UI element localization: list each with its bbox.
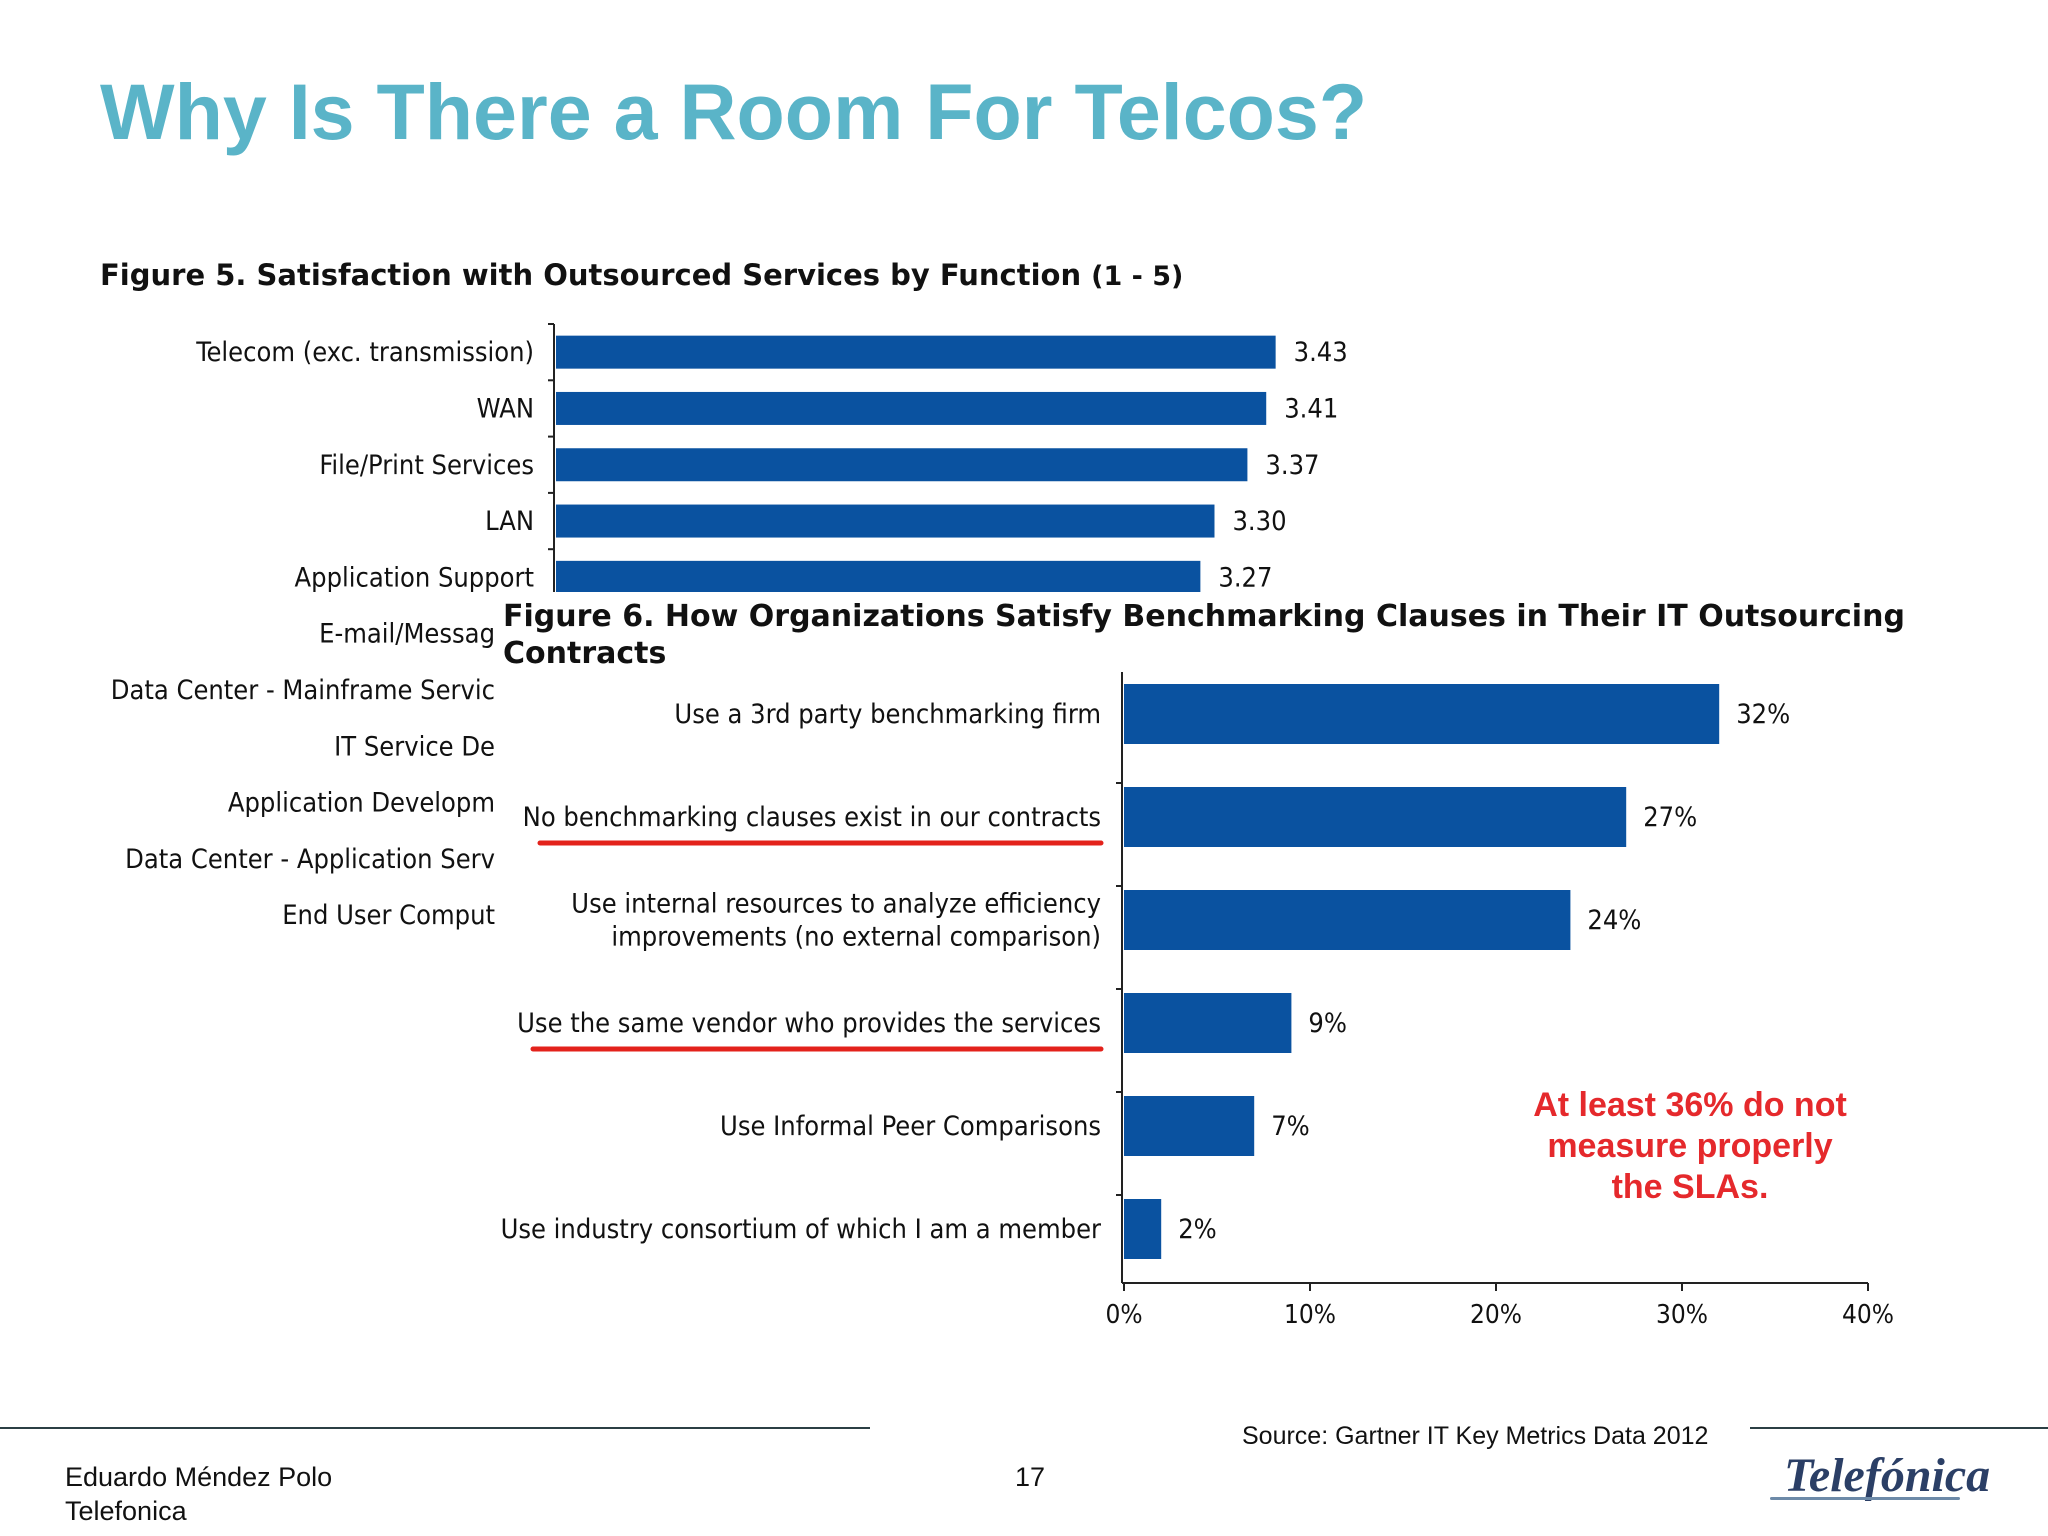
figure-5-category-label: LAN xyxy=(485,506,534,537)
figure-6-title: Figure 6. How Organizations Satisfy Benc… xyxy=(503,598,1905,672)
telefonica-logo: Telefónica xyxy=(1784,1449,1991,1502)
figure-5-category-label: E-mail/Messag xyxy=(319,619,495,650)
figure-5-category-label: Application Support xyxy=(295,562,534,593)
figure-5-bar xyxy=(556,560,1201,594)
telefonica-logo-swoosh xyxy=(1770,1497,1960,1500)
callout-line-3: the SLAs. xyxy=(1611,1168,1769,1206)
figure-6-category-label: Use Informal Peer Comparisons xyxy=(720,1111,1101,1142)
figure-5-title: Figure 5. Satisfaction with Outsourced S… xyxy=(100,258,1183,292)
figure-5-value-label: 3.43 xyxy=(1294,337,1348,368)
figure-6-title-line-2: Contracts xyxy=(503,636,667,671)
figure-6-bar xyxy=(1124,787,1627,847)
callout-line-2: measure properly xyxy=(1547,1127,1833,1165)
figure-5-category-label: Data Center - Mainframe Servic xyxy=(111,675,495,706)
figure-6-category-label: Use industry consortium of which I am a … xyxy=(501,1214,1101,1245)
page-number: 17 xyxy=(1015,1462,1046,1492)
figure-6-x-tick-label: 10% xyxy=(1284,1300,1336,1330)
figure-6-value-label: 27% xyxy=(1643,802,1697,833)
footer-rule-left xyxy=(0,1427,870,1429)
figure-5-category-label: Application Developm xyxy=(228,788,495,819)
figure-6-bar xyxy=(1124,1096,1255,1156)
figure-6-bar xyxy=(1124,684,1720,744)
figure-6-category-label: Use internal resources to analyze effici… xyxy=(571,889,1101,920)
figure-6-x-tick-label: 30% xyxy=(1656,1300,1708,1330)
callout-note: At least 36% do not measure properly the… xyxy=(1500,1085,1880,1208)
figure-5-category-label: File/Print Services xyxy=(319,450,534,481)
figure-6-x-tick-label: 0% xyxy=(1105,1300,1142,1330)
figure-5-bar xyxy=(556,335,1276,369)
figure-5-value-label: 3.37 xyxy=(1265,450,1319,481)
source-note: Source: Gartner IT Key Metrics Data 2012 xyxy=(1242,1422,1709,1450)
figure-5-value-label: 3.27 xyxy=(1218,562,1272,593)
figure-6-bar xyxy=(1124,890,1571,950)
footer-rule-right xyxy=(1750,1427,2048,1429)
figure-6-bar xyxy=(1124,1199,1162,1259)
figure-5-category-label: WAN xyxy=(477,393,534,424)
figure-5-value-label: 3.30 xyxy=(1232,506,1286,537)
figure-5-title-text: Figure 5. Satisfaction with Outsourced S… xyxy=(100,258,1082,292)
figure-6-category-label: Use a 3rd party benchmarking firm xyxy=(674,699,1101,730)
figure-6-value-label: 2% xyxy=(1178,1214,1217,1245)
figure-6-value-label: 32% xyxy=(1736,699,1790,730)
author-name: Eduardo Méndez Polo xyxy=(65,1462,333,1492)
figure-6-category-label: Use the same vendor who provides the ser… xyxy=(517,1008,1101,1039)
figure-6-value-label: 9% xyxy=(1308,1008,1347,1039)
figure-6-title-line-1: Figure 6. How Organizations Satisfy Benc… xyxy=(503,599,1905,634)
figure-5-bar xyxy=(556,448,1248,482)
figure-6-category-label: No benchmarking clauses exist in our con… xyxy=(523,802,1101,833)
figure-5-bar xyxy=(556,504,1215,538)
figure-5-scale: (1 - 5) xyxy=(1091,261,1184,292)
figure-6-value-label: 24% xyxy=(1587,905,1641,936)
author-organization: Telefonica xyxy=(65,1496,187,1526)
figure-5-category-label: Telecom (exc. transmission) xyxy=(195,337,534,368)
figure-6-category-label: improvements (no external comparison) xyxy=(611,922,1101,953)
figure-5-category-label: End User Comput xyxy=(282,900,495,931)
callout-line-1: At least 36% do not xyxy=(1533,1086,1847,1124)
slide-title: Why Is There a Room For Telcos? xyxy=(100,67,1368,156)
figure-5-bar xyxy=(556,391,1267,425)
figure-5-category-label: Data Center - Application Serv xyxy=(125,844,495,875)
figure-6-x-tick-label: 40% xyxy=(1842,1300,1894,1330)
figure-5-value-label: 3.41 xyxy=(1284,393,1338,424)
figure-6-x-tick-label: 20% xyxy=(1470,1300,1522,1330)
figure-6-bar xyxy=(1124,993,1292,1053)
figure-5-category-label: IT Service De xyxy=(334,731,495,762)
figure-6-value-label: 7% xyxy=(1271,1111,1310,1142)
